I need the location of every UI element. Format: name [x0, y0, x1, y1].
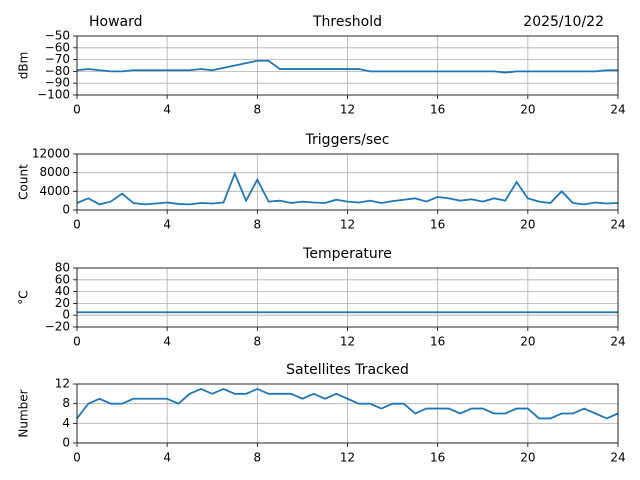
y-tick-label: 0	[62, 203, 70, 217]
axes-frame	[76, 153, 619, 211]
data-line	[76, 387, 619, 420]
y-tick-label: −50	[45, 29, 70, 43]
x-tick-label: 4	[163, 335, 171, 349]
x-tick-label: 12	[340, 218, 355, 232]
x-tick-label: 24	[610, 218, 625, 232]
y-tick-label: −100	[37, 88, 70, 102]
x-tick-label: 20	[520, 335, 535, 349]
x-tick-label: 16	[430, 451, 445, 465]
y-tick-label: 8	[62, 396, 70, 410]
y-tick-label: 12	[55, 377, 70, 391]
x-tick-label: 0	[73, 103, 81, 117]
y-axis-label: Number	[17, 389, 31, 437]
y-tick-label: 60	[55, 272, 70, 286]
x-tick-label: 24	[610, 335, 625, 349]
y-tick-label: 80	[55, 261, 70, 275]
y-tick-label: 4	[62, 416, 70, 430]
y-tick-label: −90	[45, 76, 70, 90]
chart-title: Satellites Tracked	[286, 362, 409, 378]
axes-frame	[76, 267, 619, 328]
x-tick-label: 8	[254, 218, 262, 232]
y-tick-label: 20	[55, 296, 70, 310]
title-right: 2025/10/22	[523, 14, 604, 30]
y-tick-label: −70	[45, 52, 70, 66]
x-tick-label: 0	[73, 451, 81, 465]
x-tick-label: 8	[254, 335, 262, 349]
y-tick-label: 0	[62, 436, 70, 450]
x-tick-label: 8	[254, 103, 262, 117]
y-axis-label: dBm	[17, 52, 31, 80]
chart-title: Triggers/sec	[305, 132, 390, 148]
x-tick-label: 20	[520, 451, 535, 465]
x-tick-label: 16	[430, 218, 445, 232]
x-tick-label: 4	[163, 103, 171, 117]
y-axis-label: °C	[17, 290, 31, 304]
y-tick-label: 12000	[32, 147, 70, 161]
x-tick-label: 12	[340, 451, 355, 465]
x-tick-label: 20	[520, 103, 535, 117]
x-tick-label: 16	[430, 335, 445, 349]
y-tick-label: −80	[45, 64, 70, 78]
data-line	[76, 59, 618, 74]
x-tick-label: 0	[73, 218, 81, 232]
x-tick-label: 12	[340, 103, 355, 117]
y-axis-label: Count	[17, 164, 31, 200]
data-line	[76, 171, 619, 206]
x-tick-label: 24	[610, 451, 625, 465]
x-tick-label: 20	[520, 218, 535, 232]
y-tick-label: 8000	[39, 165, 70, 179]
axes-frame	[76, 35, 619, 96]
axes-frame	[76, 383, 619, 444]
y-tick-label: −20	[45, 320, 70, 334]
x-tick-label: 8	[254, 451, 262, 465]
title-left: Howard	[89, 14, 143, 30]
y-tick-label: 0	[62, 308, 70, 322]
x-tick-label: 12	[340, 335, 355, 349]
chart-title: Threshold	[312, 14, 382, 30]
chart-title: Temperature	[302, 246, 392, 262]
x-tick-label: 0	[73, 335, 81, 349]
x-tick-label: 16	[430, 103, 445, 117]
x-tick-label: 4	[163, 218, 171, 232]
y-tick-label: −60	[45, 40, 70, 54]
y-tick-label: 4000	[39, 184, 70, 198]
y-tick-label: 40	[55, 284, 70, 298]
x-tick-label: 4	[163, 451, 171, 465]
x-tick-label: 24	[610, 103, 625, 117]
